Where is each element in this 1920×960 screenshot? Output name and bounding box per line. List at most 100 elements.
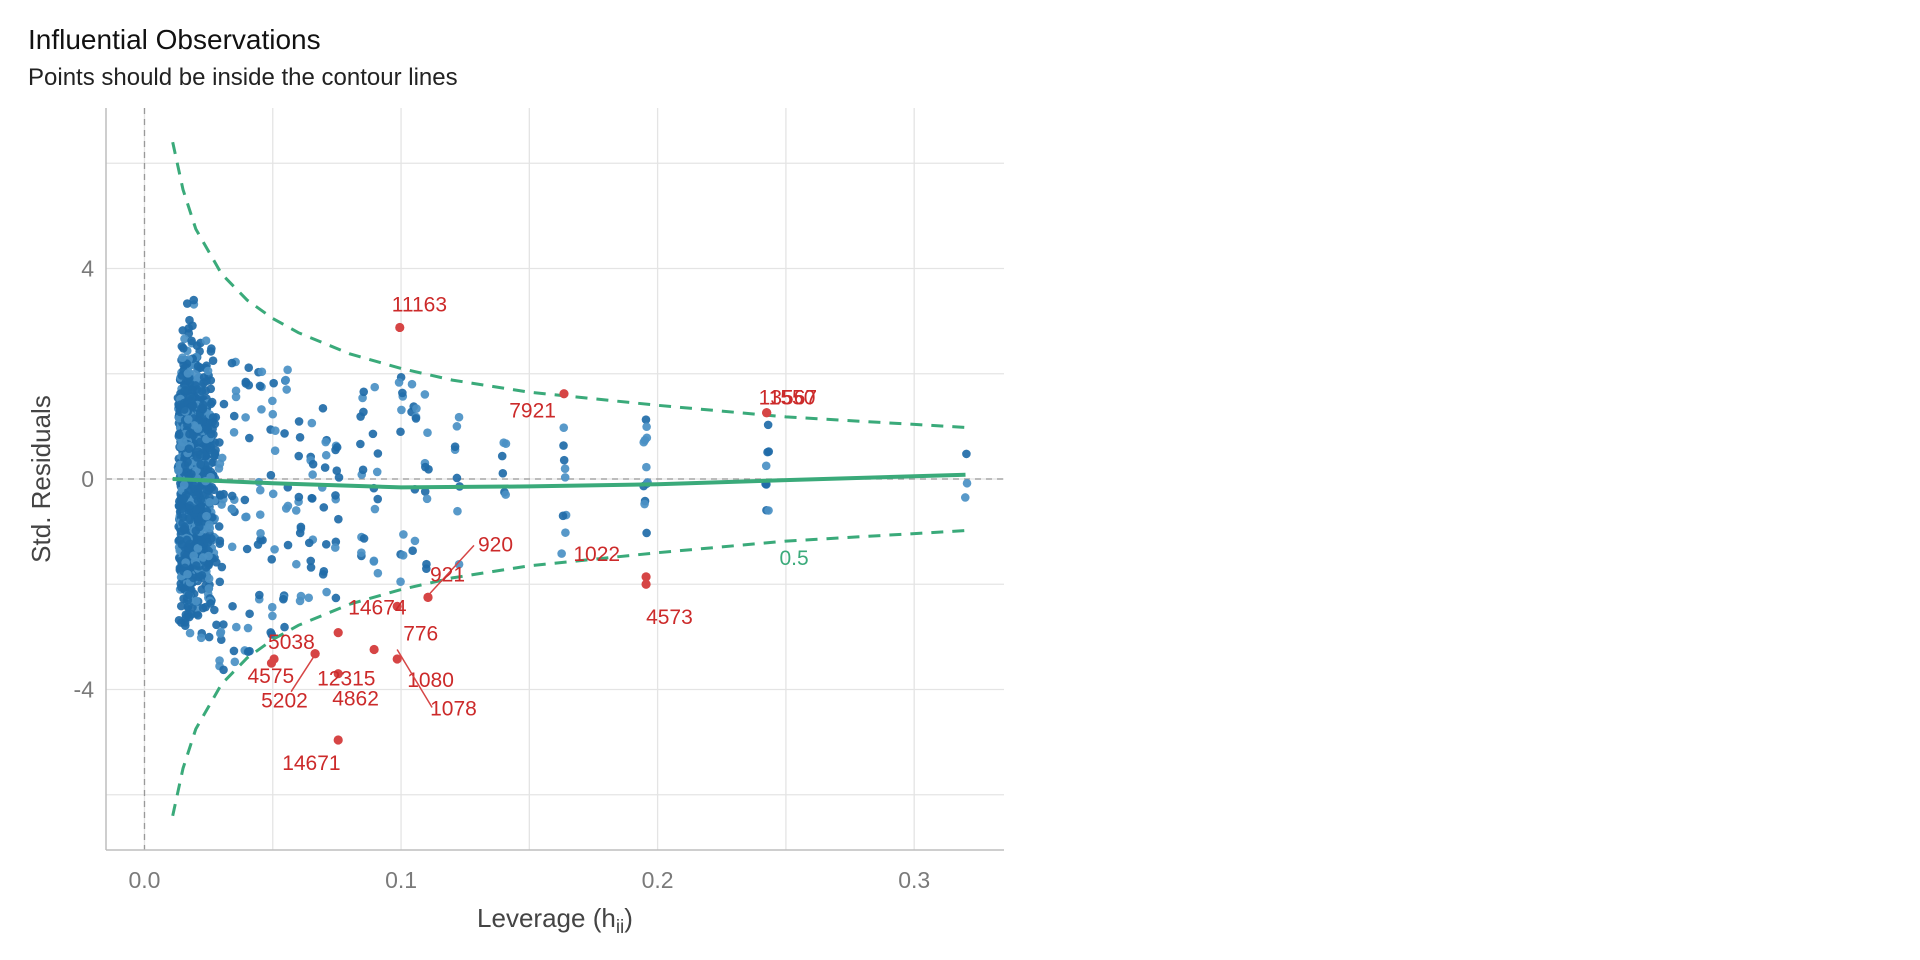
x-tick-label: 0.3 — [898, 867, 930, 893]
observation-point — [174, 615, 184, 625]
observation-label: 11163 — [392, 293, 447, 316]
observation-point — [321, 540, 331, 549]
observation-point — [204, 632, 214, 642]
observation-point — [178, 438, 188, 447]
observation-point — [205, 498, 214, 507]
observation-point — [331, 445, 340, 455]
x-tick-label: 0.1 — [385, 867, 417, 893]
observation-point — [215, 438, 224, 447]
observation-point — [179, 480, 189, 490]
influential-point — [762, 408, 772, 418]
observation-point — [267, 602, 277, 612]
observation-point — [454, 559, 464, 569]
observation-point — [330, 543, 340, 552]
observation-point — [184, 513, 194, 523]
label-leader-line — [290, 657, 314, 693]
axes: 0.0 0.1 0.2 0.3 -4 0 4 — [74, 108, 1004, 893]
observation-point — [357, 548, 366, 557]
observation-point — [179, 360, 188, 370]
observation-point — [334, 473, 344, 482]
observation-point — [641, 415, 651, 424]
influential-point — [333, 735, 343, 745]
observation-point — [642, 528, 651, 538]
observation-point — [291, 506, 301, 515]
observation-point — [960, 493, 970, 502]
observation-point — [227, 504, 237, 514]
observation-point — [559, 423, 569, 432]
observation-label: 7921 — [509, 400, 556, 423]
observation-point — [229, 646, 239, 656]
observation-point — [184, 444, 194, 453]
observation-point — [412, 404, 421, 413]
observation-point — [244, 363, 254, 372]
observation-label: 1550 — [769, 387, 816, 410]
observation-point — [640, 499, 649, 509]
observation-point — [322, 587, 331, 597]
observation-point — [189, 295, 199, 305]
observation-point — [320, 463, 330, 472]
observation-point — [423, 428, 432, 437]
observation-point — [204, 574, 214, 583]
chart-subtitle: Points should be inside the contour line… — [28, 64, 458, 91]
observation-point — [296, 522, 306, 532]
observation-point — [203, 538, 213, 548]
observation-point — [331, 491, 340, 500]
observation-point — [193, 544, 203, 553]
observation-point — [373, 568, 383, 578]
observation-point — [196, 460, 205, 469]
influential-point — [369, 644, 379, 655]
observation-label: 1080 — [407, 669, 454, 692]
y-tick-label: -4 — [74, 676, 95, 702]
observation-point — [356, 412, 365, 421]
observation-point — [642, 422, 651, 432]
observation-point — [304, 593, 314, 603]
observation-point — [243, 623, 253, 633]
observation-point — [452, 422, 462, 431]
x-axis-title-subscript: ii — [616, 917, 624, 938]
x-tick-label: 0.2 — [642, 867, 674, 893]
observation-point — [191, 596, 201, 606]
observation-point — [189, 481, 199, 491]
observation-point — [266, 470, 276, 480]
observation-label: 4573 — [646, 606, 693, 629]
observation-point — [206, 599, 215, 608]
observation-point — [399, 530, 408, 539]
observation-label: 4575 — [247, 665, 294, 688]
observation-point — [268, 611, 277, 621]
observation-point — [422, 564, 431, 573]
observation-point — [202, 511, 211, 521]
observation-point — [396, 427, 405, 437]
observation-point — [307, 418, 317, 428]
observation-label: 920 — [478, 533, 513, 556]
observation-point — [242, 544, 252, 554]
observation-label: 14671 — [282, 752, 340, 775]
influential-point — [395, 322, 405, 333]
observation-point — [231, 386, 241, 396]
observation-point — [184, 375, 193, 385]
observation-label: 776 — [403, 622, 438, 645]
y-tick-label: 0 — [81, 466, 94, 492]
observation-point — [267, 630, 277, 639]
observation-point — [176, 601, 186, 611]
observation-point — [206, 429, 216, 439]
observation-point — [452, 473, 462, 483]
observation-point — [215, 577, 225, 587]
observation-point — [421, 462, 430, 472]
observation-point — [174, 430, 184, 439]
observation-point — [182, 299, 192, 308]
observation-point — [196, 633, 206, 643]
observation-point — [561, 528, 570, 537]
observation-point — [295, 596, 305, 606]
observation-point — [356, 439, 365, 449]
observation-point — [180, 334, 189, 344]
observation-point — [370, 382, 380, 392]
observation-point — [642, 462, 651, 472]
observation-point — [255, 381, 265, 391]
observation-point — [319, 567, 329, 576]
observation-point — [180, 550, 189, 559]
observation-point — [188, 402, 197, 411]
observation-point — [321, 450, 331, 460]
observation-point — [373, 494, 383, 504]
observation-point — [232, 622, 241, 632]
